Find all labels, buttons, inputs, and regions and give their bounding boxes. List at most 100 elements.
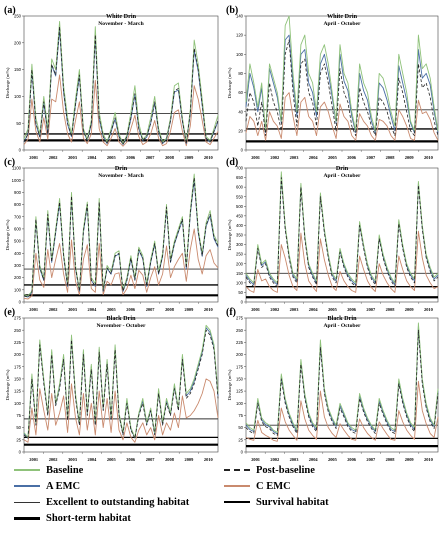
legend-swatch-post-baseline — [224, 469, 250, 471]
series-line-a-emc — [245, 34, 439, 134]
chart-title: White Drin — [327, 13, 358, 20]
x-year-label: 2001 — [251, 457, 260, 462]
y-tick-label: 200 — [14, 352, 22, 357]
x-year-label: 2001 — [29, 307, 38, 312]
x-year-label: 2004 — [309, 457, 319, 462]
y-tick-label: 150 — [14, 377, 22, 382]
x-year-label: 2001 — [251, 155, 260, 160]
chart-title: White Drin — [106, 13, 137, 20]
x-year-label: 2003 — [68, 457, 78, 462]
y-tick-label: 300 — [236, 242, 244, 247]
y-tick-label: 350 — [236, 233, 244, 238]
x-year-label: 2010 — [204, 457, 214, 462]
y-tick-label: 175 — [236, 364, 244, 369]
legend-label-excellent-habitat: Excellent to outstanding habitat — [46, 496, 190, 508]
y-tick-label: 40 — [238, 109, 243, 114]
series-line-c-emc — [245, 230, 439, 293]
x-year-label: 2003 — [290, 457, 300, 462]
y-tick-label: 275 — [236, 316, 244, 321]
x-year-label: 2009 — [185, 155, 195, 160]
x-year-label: 2009 — [405, 457, 415, 462]
x-year-label: 2008 — [165, 457, 175, 462]
y-tick-label: 0 — [19, 300, 22, 305]
x-year-label: 2005 — [328, 155, 338, 160]
y-tick-label: 100 — [14, 94, 22, 99]
panel-label: (d) — [226, 157, 238, 168]
series-line-post-baseline — [23, 177, 219, 298]
legend-label-c-emc: C EMC — [256, 480, 291, 492]
legend-item-excellent-habitat: Excellent to outstanding habitat — [14, 494, 189, 510]
y-tick-label: 400 — [236, 223, 244, 228]
y-tick-label: 100 — [236, 401, 244, 406]
x-year-label: 2008 — [386, 457, 396, 462]
x-year-label: 2001 — [251, 307, 260, 312]
x-year-label: 2002 — [49, 457, 58, 462]
x-year-label: 2009 — [405, 307, 415, 312]
y-tick-label: 250 — [236, 328, 244, 333]
legend-label-baseline: Baseline — [46, 464, 84, 476]
legend-label-survival-habitat: Survival habitat — [256, 496, 329, 508]
y-tick-label: 650 — [236, 175, 244, 180]
y-tick-label: 500 — [236, 204, 244, 209]
series-line-c-emc — [245, 92, 439, 141]
y-tick-label: 450 — [236, 213, 244, 218]
series-line-c-emc — [245, 380, 439, 442]
y-tick-label: 50 — [16, 425, 21, 430]
x-year-label: 2002 — [49, 155, 58, 160]
series-line-baseline — [245, 15, 439, 132]
y-tick-label: 0 — [19, 148, 22, 153]
legend-swatch-short-term-habitat — [14, 516, 40, 520]
x-year-label: 2005 — [107, 457, 117, 462]
chart-subtitle: April - October — [324, 21, 361, 27]
chart-title: Drin — [336, 165, 349, 172]
x-year-label: 2006 — [126, 155, 136, 160]
series-line-post-baseline — [23, 26, 219, 146]
y-tick-label: 125 — [14, 389, 22, 394]
y-tick-label: 50 — [238, 425, 243, 430]
plot-frame — [23, 317, 219, 453]
y-tick-label: 140 — [236, 14, 244, 19]
series-line-baseline — [23, 324, 219, 438]
y-tick-label: 150 — [236, 271, 244, 276]
x-year-label: 2007 — [366, 307, 376, 312]
legend-label-a-emc: A EMC — [46, 480, 81, 492]
panel-label: (a) — [4, 5, 16, 16]
panel-label: (e) — [4, 307, 15, 318]
y-tick-label: 100 — [236, 280, 244, 285]
x-year-label: 2007 — [366, 155, 376, 160]
y-tick-label: 80 — [238, 71, 243, 76]
x-year-label: 2002 — [270, 155, 279, 160]
x-year-label: 2006 — [347, 457, 357, 462]
y-tick-label: 250 — [236, 252, 244, 257]
x-year-label: 2005 — [328, 457, 338, 462]
x-year-label: 2003 — [290, 307, 300, 312]
y-tick-label: 150 — [236, 377, 244, 382]
x-year-label: 2010 — [204, 155, 214, 160]
y-tick-label: 600 — [236, 185, 244, 190]
panel-label: (c) — [4, 157, 15, 168]
y-tick-label: 100 — [14, 287, 22, 292]
y-tick-label: 225 — [236, 340, 244, 345]
series-line-baseline — [245, 171, 439, 284]
y-tick-label: 20 — [238, 128, 243, 133]
legend-swatch-a-emc — [14, 485, 40, 487]
legend-swatch-c-emc — [224, 485, 250, 487]
chart-title: Black Drin — [327, 315, 357, 322]
legend-label-short-term-habitat: Short-term habitat — [46, 512, 131, 524]
x-year-label: 2004 — [309, 307, 319, 312]
series-line-baseline — [245, 322, 439, 433]
chart-subtitle: November - March — [98, 21, 144, 27]
x-year-label: 2005 — [328, 307, 338, 312]
legend-item-survival-habitat: Survival habitat — [224, 494, 329, 510]
y-tick-label: 200 — [236, 261, 244, 266]
y-tick-label: 0 — [241, 148, 244, 153]
y-tick-label: 1100 — [12, 166, 22, 171]
x-year-label: 2004 — [88, 457, 98, 462]
y-tick-label: 200 — [236, 352, 244, 357]
legend-swatch-excellent-habitat — [14, 501, 40, 503]
y-tick-label: 600 — [14, 227, 22, 232]
x-year-label: 2005 — [107, 155, 117, 160]
y-axis-label: Discharge (m³/s) — [5, 369, 10, 400]
